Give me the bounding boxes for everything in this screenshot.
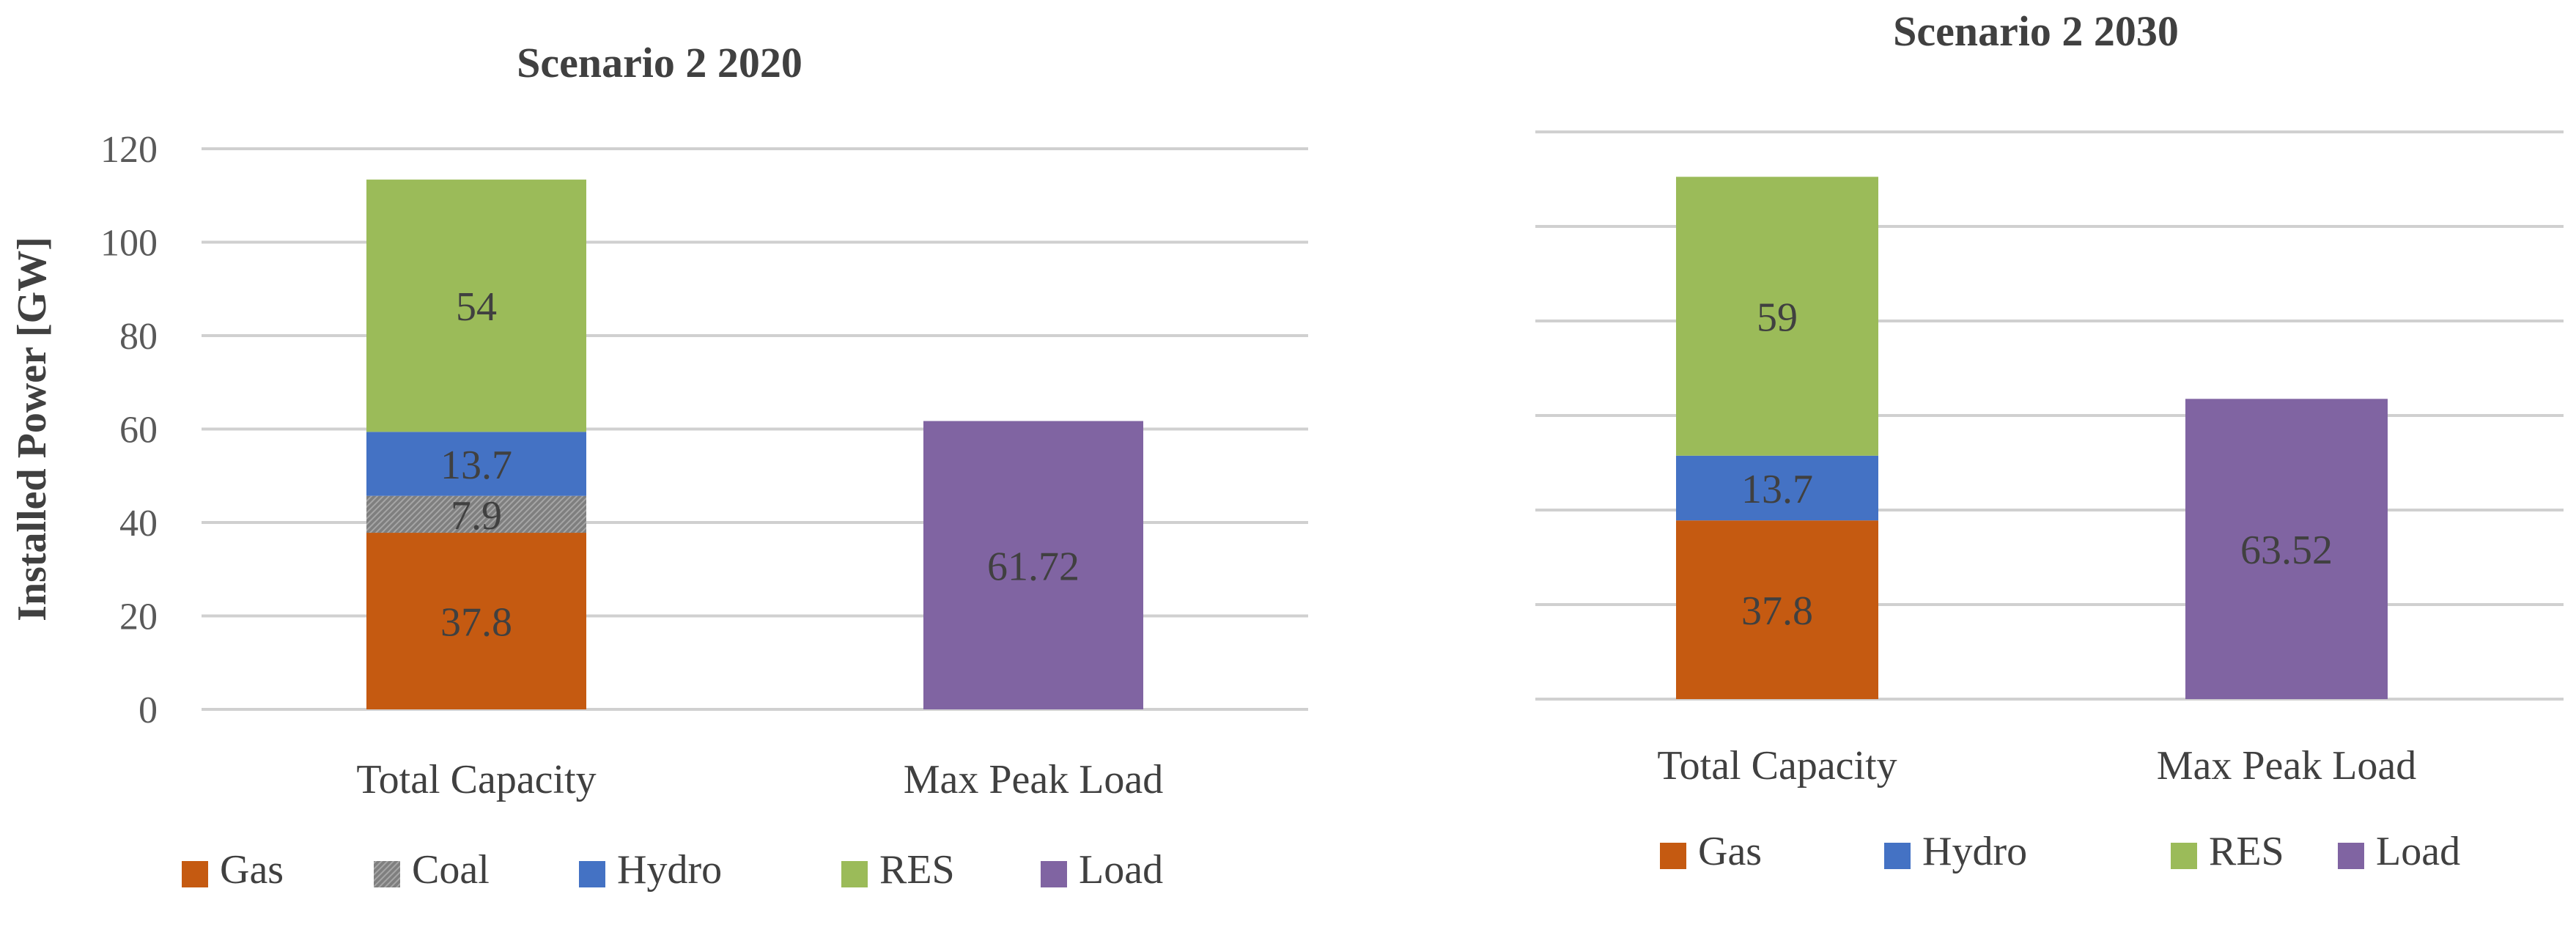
legend-swatch-res xyxy=(2171,843,2197,869)
bar-segment-hydro xyxy=(1676,455,1878,521)
legend-swatch-load xyxy=(2338,843,2364,869)
data-label: 13.7 xyxy=(1741,467,1813,512)
legend-swatch-load xyxy=(1041,861,1067,887)
chart-panel-2: Scenario 2 2030 37.8 13.7 59 Total Capacity 6… xyxy=(1535,7,2564,874)
data-label: 37.8 xyxy=(1741,588,1813,634)
chart-title: Scenario 2 2030 xyxy=(1893,7,2179,55)
data-label: 61.72 xyxy=(987,544,1080,589)
y-axis-label: Installed Power [GW] xyxy=(10,237,55,621)
legend-swatch-gas xyxy=(182,861,208,887)
chart-panel-1: Scenario 2 2020 0 20 40 60 80 100 120 Installed … xyxy=(10,39,1308,893)
data-label: 54 xyxy=(456,284,497,330)
data-label: 7.9 xyxy=(451,493,502,539)
legend-label: Gas xyxy=(1698,829,1762,874)
data-label: 59 xyxy=(1757,295,1798,341)
data-label: 37.8 xyxy=(440,600,512,646)
legend-swatch-gas xyxy=(1660,843,1686,869)
legend-label: Hydro xyxy=(1922,829,2027,874)
y-tick-label: 120 xyxy=(100,129,158,171)
bar-segment-gas xyxy=(1676,520,1878,699)
bar-segment-res xyxy=(366,180,586,432)
legend-label: Hydro xyxy=(617,847,722,893)
legend-label: Load xyxy=(1079,847,1163,893)
legend-swatch-res xyxy=(841,861,868,887)
bar-segment-hydro xyxy=(366,432,586,496)
data-label: 13.7 xyxy=(440,443,512,488)
x-category-label: Total Capacity xyxy=(1657,743,1897,788)
bar-segment-gas xyxy=(366,533,586,709)
bar-segment-load xyxy=(2185,399,2388,699)
legend-label: RES xyxy=(879,847,955,893)
y-tick-label: 80 xyxy=(119,316,158,358)
y-tick-label: 60 xyxy=(119,410,158,451)
y-tick-label: 0 xyxy=(139,690,158,731)
legend-swatch-hydro xyxy=(1884,843,1911,869)
x-category-label: Max Peak Load xyxy=(2157,743,2417,788)
legend-label: Gas xyxy=(220,847,284,893)
legend-label: Coal xyxy=(412,847,490,893)
legend-swatch-coal xyxy=(374,861,400,887)
bar-segment-load xyxy=(923,421,1143,709)
data-label: 63.52 xyxy=(2240,528,2333,573)
x-category-label: Max Peak Load xyxy=(904,757,1164,802)
bar-segment-coal xyxy=(366,495,586,533)
x-category-label: Total Capacity xyxy=(356,757,596,802)
chart-title: Scenario 2 2020 xyxy=(517,39,802,86)
bar-segment-res xyxy=(1676,177,1878,456)
legend-label: RES xyxy=(2209,829,2284,874)
legend-label: Load xyxy=(2376,829,2460,874)
legend-swatch-hydro xyxy=(579,861,605,887)
y-tick-label: 40 xyxy=(119,503,158,544)
y-tick-label: 100 xyxy=(100,223,158,265)
y-tick-label: 20 xyxy=(119,597,158,638)
